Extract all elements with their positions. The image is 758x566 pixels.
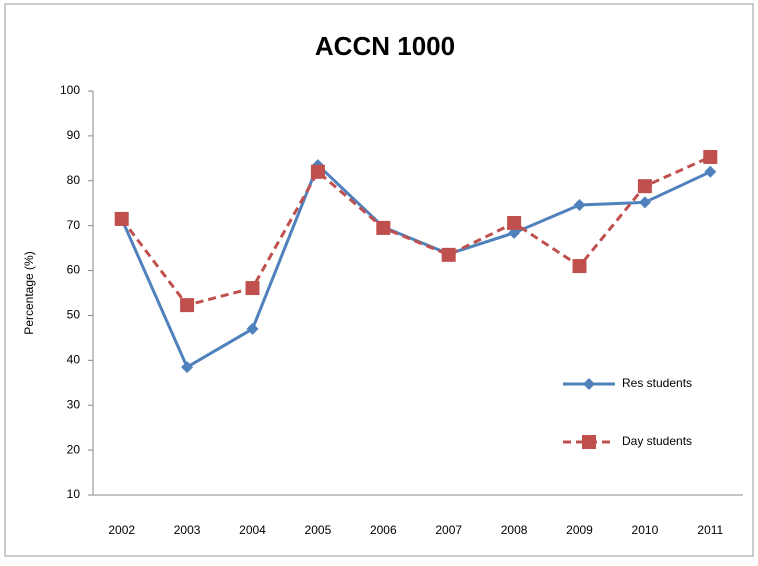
data-point [572, 259, 587, 274]
x-tick-label: 2003 [174, 523, 201, 537]
x-tick-label: 2010 [632, 523, 659, 537]
data-point [573, 199, 586, 212]
x-tick-label: 2007 [435, 523, 462, 537]
y-tick-label: 40 [67, 353, 81, 367]
x-tick-label: 2006 [370, 523, 397, 537]
x-tick-label: 2008 [501, 523, 528, 537]
x-tick-label: 2005 [305, 523, 332, 537]
legend-label: Res students [622, 376, 692, 390]
y-tick-label: 10 [67, 487, 81, 501]
data-point [376, 220, 391, 235]
y-tick-label: 100 [60, 83, 80, 97]
data-point [180, 298, 195, 313]
x-tick-label: 2011 [697, 523, 723, 537]
y-tick-label: 70 [67, 218, 81, 232]
x-tick-label: 2002 [108, 523, 135, 537]
data-point [638, 196, 651, 209]
y-tick-label: 60 [67, 263, 81, 277]
data-point [245, 281, 260, 296]
data-point [703, 149, 718, 164]
legend-marker [582, 435, 596, 449]
data-point [114, 211, 129, 226]
data-point [181, 361, 194, 374]
data-point [637, 179, 652, 194]
chart-border [4, 3, 754, 557]
x-tick-label: 2004 [239, 523, 266, 537]
legend-label: Day students [622, 434, 692, 448]
y-tick-label: 90 [67, 128, 81, 142]
series-line [120, 155, 711, 307]
y-tick-label: 20 [67, 442, 81, 456]
y-tick-label: 80 [67, 173, 81, 187]
y-axis-label: Percentage (%) [22, 251, 36, 334]
chart-title: ACCN 1000 [315, 31, 455, 61]
y-tick-label: 30 [67, 397, 81, 411]
y-tick-label: 50 [67, 308, 81, 322]
data-point [441, 247, 456, 262]
data-point [507, 215, 522, 230]
data-point [704, 165, 717, 178]
data-point [310, 164, 325, 179]
data-point [246, 322, 259, 335]
x-tick-label: 2009 [566, 523, 593, 537]
legend-marker [583, 378, 595, 390]
